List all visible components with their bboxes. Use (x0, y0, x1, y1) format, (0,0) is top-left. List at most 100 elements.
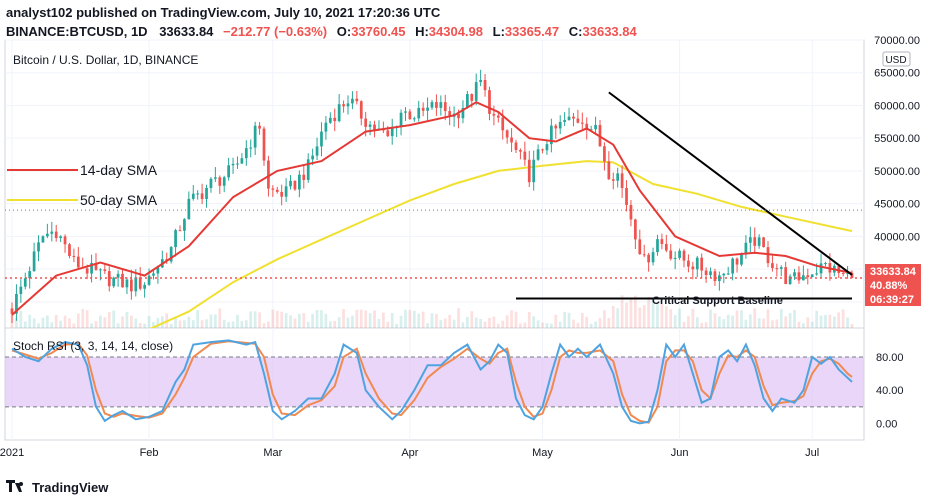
candle-body (678, 250, 681, 258)
candle-body (558, 121, 562, 129)
volume-bar (810, 321, 814, 328)
volume-bar (267, 321, 270, 328)
candle-body (311, 155, 314, 160)
candle-body (651, 252, 655, 263)
candle-body (298, 174, 301, 190)
price-badge: 33633.84 (870, 266, 917, 278)
volume-bar (505, 315, 509, 328)
descending-trendline (608, 91, 853, 276)
volume-bar (536, 320, 540, 328)
candle-body (762, 237, 765, 248)
volume-bar (222, 319, 226, 328)
candle-body (541, 149, 544, 151)
volume-bar (107, 312, 111, 328)
volume-bar (280, 311, 284, 328)
candle-body (709, 271, 712, 276)
volume-bar (461, 322, 465, 328)
volume-bar (236, 314, 239, 328)
volume-bar (832, 316, 836, 328)
candle-body (505, 130, 509, 138)
candle-body (275, 189, 279, 192)
volume-bar (563, 311, 566, 328)
candle-body (337, 104, 341, 122)
candle-body (841, 273, 845, 275)
sma50-legend-label: 50-day SMA (80, 192, 158, 208)
candle-body (748, 237, 752, 243)
volume-bar (567, 312, 571, 328)
volume-bar (333, 321, 337, 328)
candle-body (315, 146, 319, 156)
volume-bar (386, 321, 390, 328)
stoch-tick-label: 80.00 (876, 352, 904, 364)
candle-body (700, 257, 704, 271)
high-value: 34304.98 (428, 24, 484, 39)
volume-bar (328, 321, 332, 328)
candle-body (625, 188, 628, 205)
volume-bar (718, 316, 721, 328)
candle-body (806, 275, 810, 278)
volume-bar (448, 314, 452, 328)
candle-body (479, 80, 482, 83)
volume-bar (258, 312, 261, 328)
volume-bar (700, 322, 704, 328)
volume-bar (174, 316, 177, 328)
volume-bar (748, 314, 752, 328)
candle-body (399, 112, 403, 128)
candle-body (280, 191, 284, 197)
volume-bar (240, 320, 244, 328)
candle-body (656, 239, 659, 253)
candle-body (532, 159, 536, 183)
volume-bar (112, 310, 116, 328)
volume-bar (284, 313, 288, 328)
volume-bar (271, 309, 275, 328)
candle-body (474, 82, 478, 101)
volume-bar (664, 306, 668, 328)
volume-bar (616, 308, 620, 328)
volume-bar (656, 304, 659, 328)
volume-bar (196, 310, 200, 328)
volume-bar (651, 298, 655, 328)
ohlc-line: BINANCE:BTCUSD, 1D 33633.84 −212.77 (−0.… (6, 24, 637, 39)
volume-bar (253, 311, 257, 328)
time-tick-label: May (532, 447, 553, 459)
candle-body (85, 268, 89, 274)
volume-bar (125, 311, 129, 328)
footer-brand: TradingView (32, 480, 109, 495)
candle-body (23, 278, 27, 287)
candle-body (669, 250, 673, 259)
volume-bar (510, 310, 513, 328)
close-value: 33633.84 (582, 24, 637, 39)
volume-bar (541, 322, 544, 328)
candle-body (594, 124, 597, 130)
volume-bar (382, 312, 385, 328)
volume-bar (532, 316, 536, 328)
candle-body (488, 90, 491, 114)
candle-body (580, 122, 584, 124)
candle-body (169, 247, 173, 262)
candle-body (152, 273, 155, 276)
volume-bar (99, 315, 102, 328)
candle-body (722, 273, 726, 276)
volume-bar (713, 313, 717, 328)
candle-body (682, 250, 686, 261)
volume-bar (94, 321, 98, 328)
volume-bar (289, 315, 292, 328)
candle-body (262, 128, 266, 161)
candle-body (147, 275, 151, 285)
volume-bar (496, 323, 500, 328)
volume-bar (474, 317, 478, 328)
candle-body (483, 80, 487, 91)
volume-bar (134, 318, 138, 328)
candle-body (191, 193, 195, 199)
volume-bar (214, 314, 217, 328)
volume-bar (815, 310, 818, 328)
volume-bar (160, 316, 164, 328)
candle-body (404, 111, 407, 113)
candle-body (461, 107, 465, 119)
symbol-label: BINANCE:BTCUSD, 1D (6, 24, 148, 39)
candle-body (766, 247, 770, 264)
volume-bar (744, 319, 748, 328)
candle-body (231, 163, 235, 166)
candle-body (46, 233, 49, 237)
volume-bar (625, 302, 628, 328)
